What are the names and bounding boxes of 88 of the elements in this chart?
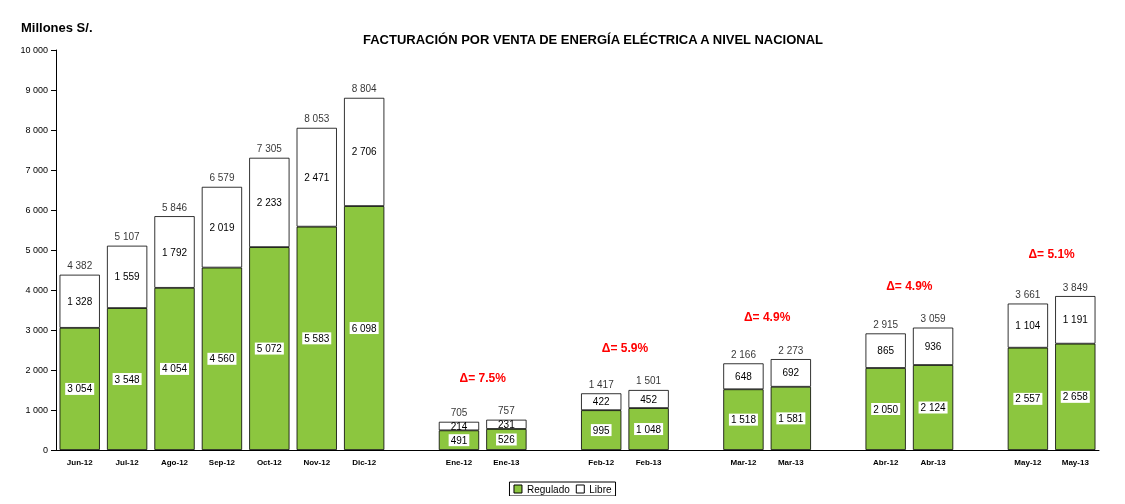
x-tick-label: Dic-12: [352, 457, 377, 467]
total-label: 6 579: [209, 172, 235, 184]
data-label: 491: [450, 434, 468, 446]
x-tick-label: Feb-12: [588, 457, 615, 467]
data-label: 2 124: [920, 402, 947, 414]
data-label: 422: [592, 396, 610, 408]
y-tick-label: 3 000: [25, 325, 48, 335]
total-label: 2 273: [778, 344, 804, 356]
total-label: 2 915: [873, 318, 899, 330]
data-label: 648: [735, 370, 753, 382]
data-label: 1 792: [162, 246, 188, 258]
x-tick-label: Ago-12: [160, 457, 189, 467]
total-label: 8 053: [304, 113, 330, 125]
chart-title: FACTURACIÓN POR VENTA DE ENERGÍA ELÉCTRICA A NIVEL NACIONAL: [362, 32, 824, 47]
x-tick-label: Nov-12: [303, 457, 331, 467]
total-label: 4 382: [67, 260, 93, 272]
legend-label: Regulado: [526, 483, 571, 495]
y-tick-label: 6 000: [25, 205, 48, 215]
total-label: 1 501: [636, 375, 662, 387]
x-tick-label: Mar-13: [777, 457, 805, 467]
total-label: 2 166: [730, 348, 757, 360]
data-label: 1 048: [636, 423, 662, 435]
total-label: 705: [450, 407, 468, 419]
data-label: 1 559: [114, 271, 141, 283]
y-tick-label: 1 000: [25, 405, 48, 415]
data-label: 2 658: [1062, 391, 1089, 403]
x-tick-label: Sep-12: [208, 457, 236, 467]
data-label: 2 471: [304, 171, 330, 183]
total-label: 3 849: [1062, 281, 1089, 293]
data-label: 1 191: [1062, 314, 1089, 326]
y-tick-label: 10 000: [20, 45, 48, 55]
total-label: 1 417: [588, 378, 615, 390]
annotation: Δ= 5.1%: [1028, 247, 1076, 262]
x-tick-label: Feb-13: [635, 457, 663, 467]
data-label: 5 583: [304, 332, 330, 344]
data-label: 2 233: [256, 196, 283, 208]
x-tick-label: Abr-12: [872, 457, 899, 467]
data-label: 2 557: [1015, 393, 1041, 405]
data-label: 1 518: [730, 414, 757, 426]
total-label: 3 661: [1015, 289, 1041, 301]
total-label: 8 804: [351, 83, 378, 95]
legend-label: Libre: [589, 483, 612, 495]
y-tick-label: 0: [42, 445, 48, 455]
y-tick-label: 8 000: [25, 125, 48, 135]
annotation: Δ= 4.9%: [743, 310, 791, 325]
data-label: 936: [924, 340, 942, 352]
total-label: 5 846: [162, 201, 188, 213]
data-label: 4 054: [162, 363, 188, 375]
x-tick-label: Jun-12: [66, 457, 94, 467]
annotation: Δ= 7.5%: [459, 370, 507, 385]
x-tick-label: Oct-12: [256, 457, 283, 467]
y-tick-label: 4 000: [25, 285, 48, 295]
annotation: Δ= 5.9%: [601, 341, 649, 355]
total-label: 3 059: [920, 313, 947, 325]
data-label: 1 328: [67, 295, 93, 307]
y-axis-title: Millones S/.: [21, 20, 93, 35]
total-label: 7 305: [256, 143, 283, 155]
data-label: 5 072: [256, 343, 283, 355]
data-label: 2 706: [351, 146, 378, 158]
data-label: 3 054: [67, 383, 93, 395]
data-label: 6 098: [351, 322, 378, 334]
x-tick-label: Mar-12: [730, 457, 757, 467]
y-tick-label: 2 000: [25, 365, 48, 375]
data-label: 2 050: [873, 403, 899, 415]
data-label: 4 560: [209, 353, 235, 365]
x-tick-label: Jul-12: [115, 457, 140, 467]
data-label: 231: [498, 418, 516, 430]
x-tick-label: Ene-13: [493, 457, 521, 467]
data-label: 995: [592, 424, 610, 436]
total-label: 5 107: [114, 231, 141, 243]
x-tick-label: May-12: [1014, 457, 1042, 467]
total-label: 757: [498, 405, 516, 417]
data-label: 1 104: [1015, 320, 1041, 332]
x-tick-label: May-13: [1061, 457, 1090, 467]
y-tick-label: 9 000: [25, 85, 48, 95]
data-label: 2 019: [209, 221, 235, 233]
annotation: Δ= 4.9%: [886, 278, 933, 293]
data-label: 526: [498, 433, 516, 445]
y-tick-label: 5 000: [25, 245, 48, 255]
data-label: 692: [782, 367, 800, 379]
x-tick-label: Abr-13: [920, 457, 947, 467]
data-label: 1 581: [778, 412, 804, 424]
data-label: 865: [877, 345, 895, 357]
data-label: 3 548: [114, 373, 141, 385]
data-label: 214: [450, 420, 468, 432]
x-tick-label: Ene-12: [445, 457, 473, 467]
data-label: 452: [640, 393, 658, 405]
y-tick-label: 7 000: [25, 165, 48, 175]
